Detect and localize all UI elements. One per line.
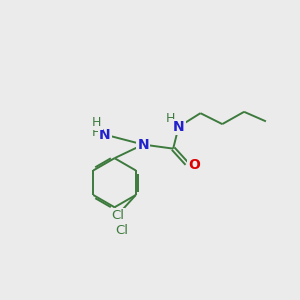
Text: N: N <box>173 120 184 134</box>
Text: H: H <box>166 112 175 125</box>
Text: N: N <box>99 128 111 142</box>
Text: N: N <box>137 137 149 152</box>
Text: H: H <box>92 116 101 129</box>
Text: H: H <box>92 126 101 139</box>
Text: Cl: Cl <box>116 224 128 238</box>
Text: O: O <box>188 158 200 172</box>
Text: Cl: Cl <box>111 209 124 222</box>
